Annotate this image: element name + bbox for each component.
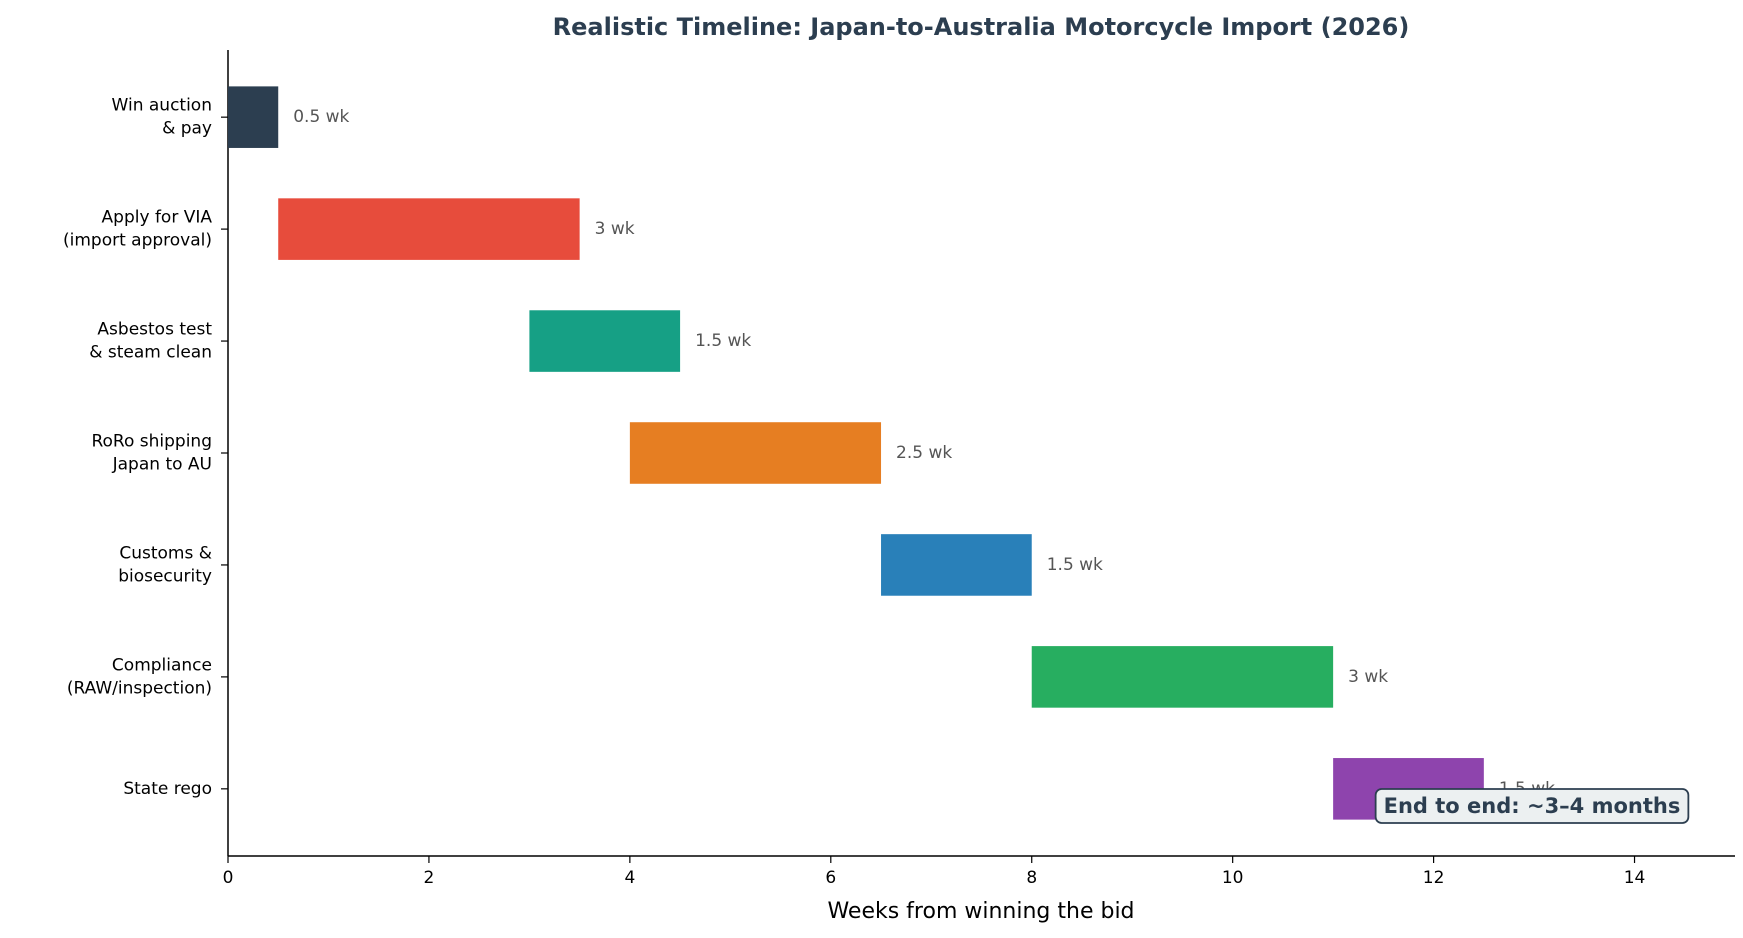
bar	[629, 422, 882, 484]
x-tick-label: 8	[1026, 868, 1037, 888]
y-tick-label: Win auction & pay	[112, 96, 212, 139]
x-axis-label: Weeks from winning the bid	[827, 899, 1134, 924]
y-tick-label: Customs & biosecurity	[118, 543, 212, 586]
y-tick-label-line: Win auction	[112, 96, 212, 116]
bar	[278, 198, 580, 260]
bar	[228, 86, 279, 148]
y-tick-label-line: State rego	[123, 779, 212, 799]
value-label: 2.5 wk	[896, 443, 952, 463]
chart-title: Realistic Timeline: Japan-to-Australia M…	[553, 13, 1410, 41]
x-tick-label: 0	[223, 868, 234, 888]
y-tick-label: Apply for VIA (import approval)	[63, 208, 212, 251]
x-tick-label: 14	[1624, 868, 1646, 888]
value-label: 1.5 wk	[695, 331, 751, 351]
y-tick-label-line: (RAW/inspection)	[67, 678, 212, 698]
y-tick-label: State rego	[123, 779, 212, 799]
y-tick-label: Asbestos test & steam clean	[89, 320, 212, 363]
y-tick-label-line: Customs &	[119, 543, 212, 563]
y-tick-label: Compliance (RAW/inspection)	[67, 655, 212, 698]
y-tick-label-line: & steam clean	[89, 343, 212, 363]
x-tick-label: 12	[1423, 868, 1445, 888]
y-tick-label-line: Japan to AU	[112, 455, 212, 475]
x-tick-label: 2	[424, 868, 435, 888]
y-tick-label-line: Compliance	[112, 655, 212, 675]
y-tick-label-line: (import approval)	[63, 231, 212, 251]
y-tick-label: RoRo shipping Japan to AU	[91, 432, 212, 475]
bar	[529, 310, 681, 372]
value-label: 3 wk	[595, 219, 635, 239]
annotation-box	[1374, 788, 1690, 824]
y-tick-label-line: Apply for VIA	[102, 208, 213, 228]
y-tick-label-line: Asbestos test	[97, 320, 212, 340]
annotation: End to end: ~3–4 months	[1384, 794, 1681, 818]
value-label: 0.5 wk	[293, 107, 349, 127]
bar	[881, 534, 1032, 596]
y-tick-label-line: & pay	[162, 119, 212, 139]
value-label: 1.5 wk	[1047, 555, 1103, 575]
x-tick-label: 6	[825, 868, 836, 888]
y-tick-label-line: biosecurity	[118, 566, 212, 586]
value-label: 3 wk	[1348, 667, 1388, 687]
x-tick-label: 10	[1222, 868, 1244, 888]
x-tick-label: 4	[624, 868, 635, 888]
y-tick-label-line: RoRo shipping	[91, 432, 212, 452]
bar	[1031, 646, 1334, 708]
